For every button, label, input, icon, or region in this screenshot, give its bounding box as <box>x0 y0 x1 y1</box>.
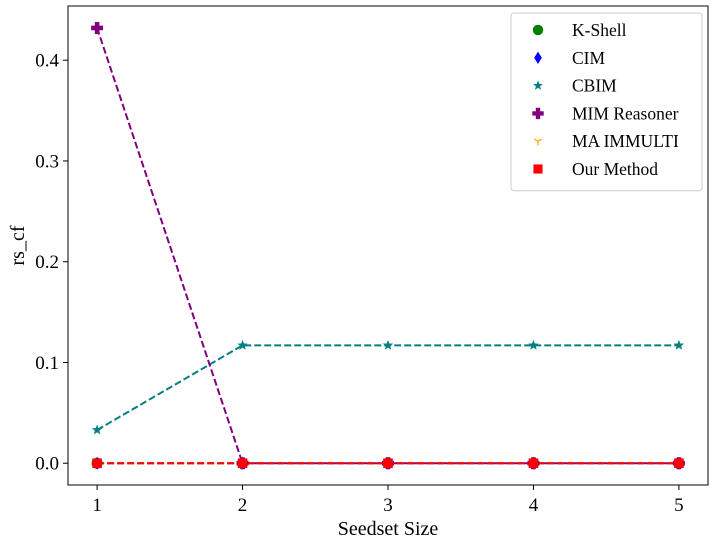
series-markers <box>91 21 685 470</box>
legend-label-ma-immulti: MA IMMULTI <box>572 131 679 151</box>
legend-marker-k-shell <box>532 24 544 36</box>
data-point-our-method <box>383 458 393 469</box>
legend-label-k-shell: K-Shell <box>572 20 627 40</box>
legend-marker-mim-reasoner <box>532 107 544 120</box>
x-tick-label: 3 <box>383 495 393 516</box>
data-point-our-method <box>237 458 248 469</box>
data-point-cbim <box>91 424 103 435</box>
data-point-cbim <box>673 339 685 350</box>
legend-item-cbim: CBIM <box>533 76 617 96</box>
x-axis: 1 2 3 4 5 <box>92 485 684 516</box>
data-point-cbim <box>237 339 248 350</box>
data-point-mim-reasoner <box>91 21 104 34</box>
data-point-our-method <box>92 458 102 469</box>
y-tick-label: 0.1 <box>35 353 59 374</box>
legend-label-cbim: CBIM <box>572 76 617 96</box>
legend-box <box>510 12 703 192</box>
legend-label-cim: CIM <box>572 48 606 68</box>
legend-item-mim-reasoner: MIM Reasoner <box>532 103 679 123</box>
legend-marker-cbim <box>533 80 543 90</box>
legend-item-k-shell: K-Shell <box>532 20 627 40</box>
legend-label-our-method: Our Method <box>572 159 658 179</box>
y-axis-label: rs_cf <box>7 225 29 265</box>
x-tick-label: 2 <box>238 495 248 516</box>
data-point-our-method <box>674 458 684 469</box>
data-point-our-method <box>528 458 539 469</box>
y-tick-label: 0.4 <box>35 51 59 72</box>
legend-marker-ma-immulti <box>533 138 543 146</box>
legend-marker-cim <box>534 51 542 64</box>
x-tick-label: 5 <box>674 495 684 516</box>
data-point-cbim <box>382 339 394 350</box>
series-line-cbim <box>96 344 679 431</box>
legend-item-cim: CIM <box>534 48 606 68</box>
x-axis-label: Seedset Size <box>338 518 439 540</box>
x-tick-label: 1 <box>92 495 102 516</box>
y-tick-label: 0.3 <box>35 151 59 172</box>
legend-label-mim-reasoner: MIM Reasoner <box>572 103 679 123</box>
y-axis: 0.0 0.1 0.2 0.3 0.4 <box>35 51 68 475</box>
legend-item-ma-immulti: MA IMMULTI <box>533 131 679 151</box>
x-tick-label: 4 <box>529 495 539 516</box>
data-point-cbim <box>528 339 539 350</box>
legend: K-Shell CIM CBIM MIM Reasoner MA IMMULTI Our … <box>510 12 703 192</box>
y-tick-label: 0.0 <box>35 454 59 475</box>
legend-marker-our-method <box>533 164 543 174</box>
y-tick-label: 0.2 <box>35 252 59 273</box>
legend-item-our-method: Our Method <box>533 159 658 179</box>
